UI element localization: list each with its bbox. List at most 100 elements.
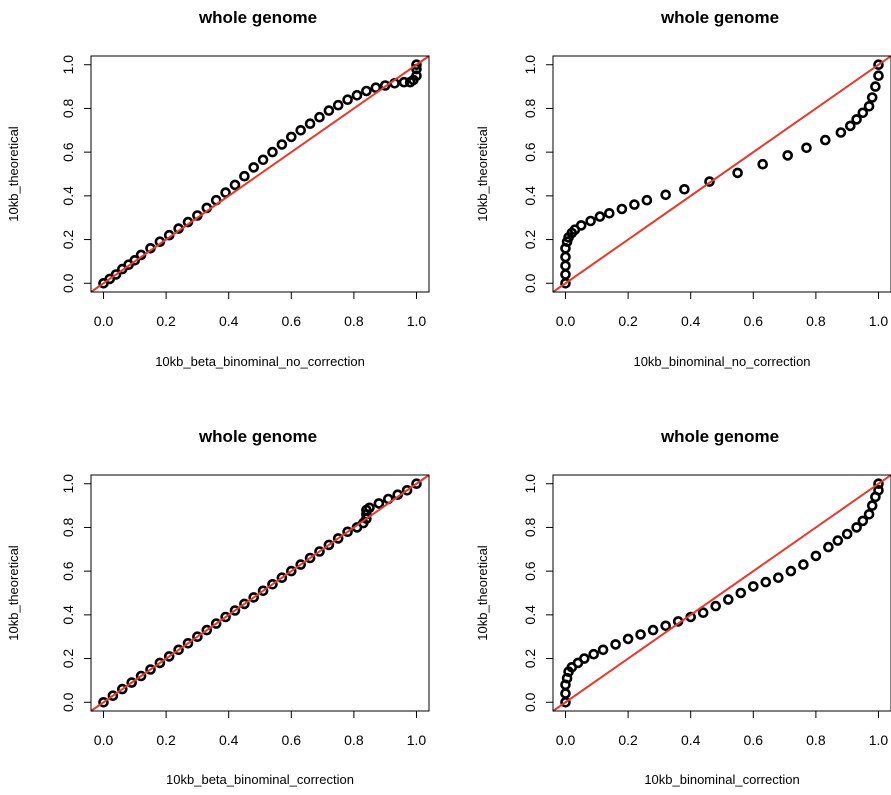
- data-point: [98, 696, 109, 708]
- x-tick-label: 0.4: [681, 313, 701, 329]
- chart-title: whole genome: [660, 427, 779, 446]
- data-point: [866, 92, 878, 103]
- data-point: [819, 134, 831, 146]
- data-point: [870, 81, 881, 92]
- data-points: [560, 59, 884, 289]
- chart-panel-3: whole genome 0.0 0.2 0.4 0.6 0.8 1.0 0.0 0.2 0.4 0…: [6, 427, 430, 787]
- data-point: [285, 131, 297, 143]
- data-point: [398, 76, 410, 88]
- data-point: [314, 546, 325, 557]
- data-point: [267, 146, 278, 158]
- data-point: [616, 203, 628, 215]
- y-tick-label: 0.0: [60, 692, 76, 712]
- y-tick-label: 0.8: [522, 99, 538, 119]
- reference-line: [552, 55, 891, 293]
- plot-frame: [90, 55, 430, 293]
- y-tick-label: 0.4: [522, 186, 538, 206]
- data-point: [710, 600, 722, 612]
- y-tick-label: 0.0: [60, 273, 76, 293]
- x-tick-label: 0.0: [556, 313, 576, 329]
- data-point: [163, 651, 175, 662]
- data-point: [342, 94, 353, 105]
- data-point: [760, 576, 772, 588]
- data-point: [801, 142, 812, 154]
- data-point: [107, 690, 119, 702]
- y-tick-label: 0.0: [522, 273, 538, 293]
- data-point: [361, 85, 372, 97]
- plot-frame: [90, 474, 430, 712]
- data-point: [220, 187, 231, 198]
- data-point: [660, 620, 672, 632]
- y-tick-label: 0.6: [60, 142, 76, 162]
- data-point: [560, 260, 571, 272]
- y-axis-label: 10kb_theoretical: [6, 545, 21, 641]
- y-axis-label: 10kb_theoretical: [475, 545, 490, 641]
- x-tick-label: 0.2: [618, 313, 638, 329]
- data-point: [660, 189, 672, 201]
- data-point: [844, 120, 856, 132]
- x-tick-label: 0.8: [806, 313, 826, 329]
- x-tick-label: 0.0: [94, 732, 114, 748]
- data-point: [304, 118, 316, 129]
- data-point: [411, 478, 422, 490]
- reference-line: [552, 474, 891, 712]
- data-point: [135, 670, 147, 682]
- data-point: [629, 199, 640, 210]
- data-point: [772, 572, 784, 584]
- y-tick-label: 0.2: [522, 230, 538, 250]
- y-axis-label: 10kb_theoretical: [6, 126, 21, 222]
- data-point: [785, 565, 797, 577]
- data-point: [267, 578, 278, 590]
- data-point: [735, 587, 747, 599]
- data-point: [314, 111, 325, 123]
- y-tick-label: 0.6: [522, 142, 538, 162]
- data-point: [857, 515, 869, 527]
- x-tick-label: 0.8: [344, 732, 364, 748]
- data-point: [863, 101, 875, 112]
- data-point: [126, 677, 137, 688]
- data-points: [560, 478, 884, 708]
- data-point: [351, 90, 363, 101]
- reference-line: [90, 474, 430, 712]
- chart-title: whole genome: [198, 427, 317, 446]
- y-tick-label: 0.8: [60, 518, 76, 538]
- y-tick-label: 0.0: [522, 692, 538, 712]
- data-point: [757, 158, 769, 170]
- data-point: [732, 167, 743, 179]
- y-tick-label: 0.4: [60, 605, 76, 625]
- data-point: [323, 105, 335, 116]
- y-tick-label: 0.6: [522, 561, 538, 581]
- x-axis-label: 10kb_beta_binominal_no_correction: [155, 354, 365, 369]
- data-point: [239, 598, 250, 610]
- data-point: [704, 176, 715, 187]
- x-axis-label: 10kb_beta_binominal_correction: [166, 772, 354, 787]
- data-point: [332, 99, 344, 111]
- chart-panel-1: whole genome 0.0 0.2 0.4 0.6 0.8 1.0 0.0 0.2 0.4 0…: [6, 8, 430, 369]
- data-point: [110, 269, 122, 280]
- y-tick-label: 0.2: [60, 230, 76, 250]
- data-point: [873, 478, 884, 490]
- data-point: [588, 648, 600, 660]
- data-point: [379, 80, 391, 91]
- data-point: [594, 211, 606, 222]
- data-point: [248, 162, 259, 173]
- x-tick-label: 0.2: [156, 732, 176, 748]
- data-point: [578, 653, 590, 664]
- chart-title: whole genome: [198, 8, 317, 27]
- data-point: [610, 639, 621, 650]
- x-tick-label: 0.6: [282, 732, 302, 748]
- data-point: [851, 522, 862, 533]
- data-point: [364, 502, 375, 514]
- data-point: [873, 70, 884, 81]
- x-tick-label: 0.6: [282, 313, 302, 329]
- x-tick-label: 0.4: [681, 732, 701, 748]
- x-tick-label: 1.0: [407, 313, 427, 329]
- data-point: [697, 607, 709, 619]
- data-point: [248, 592, 259, 603]
- x-axis-label: 10kb_binominal_no_correction: [633, 354, 810, 369]
- data-point: [635, 629, 646, 640]
- data-point: [173, 644, 184, 656]
- data-point: [622, 633, 634, 645]
- data-point: [411, 70, 422, 81]
